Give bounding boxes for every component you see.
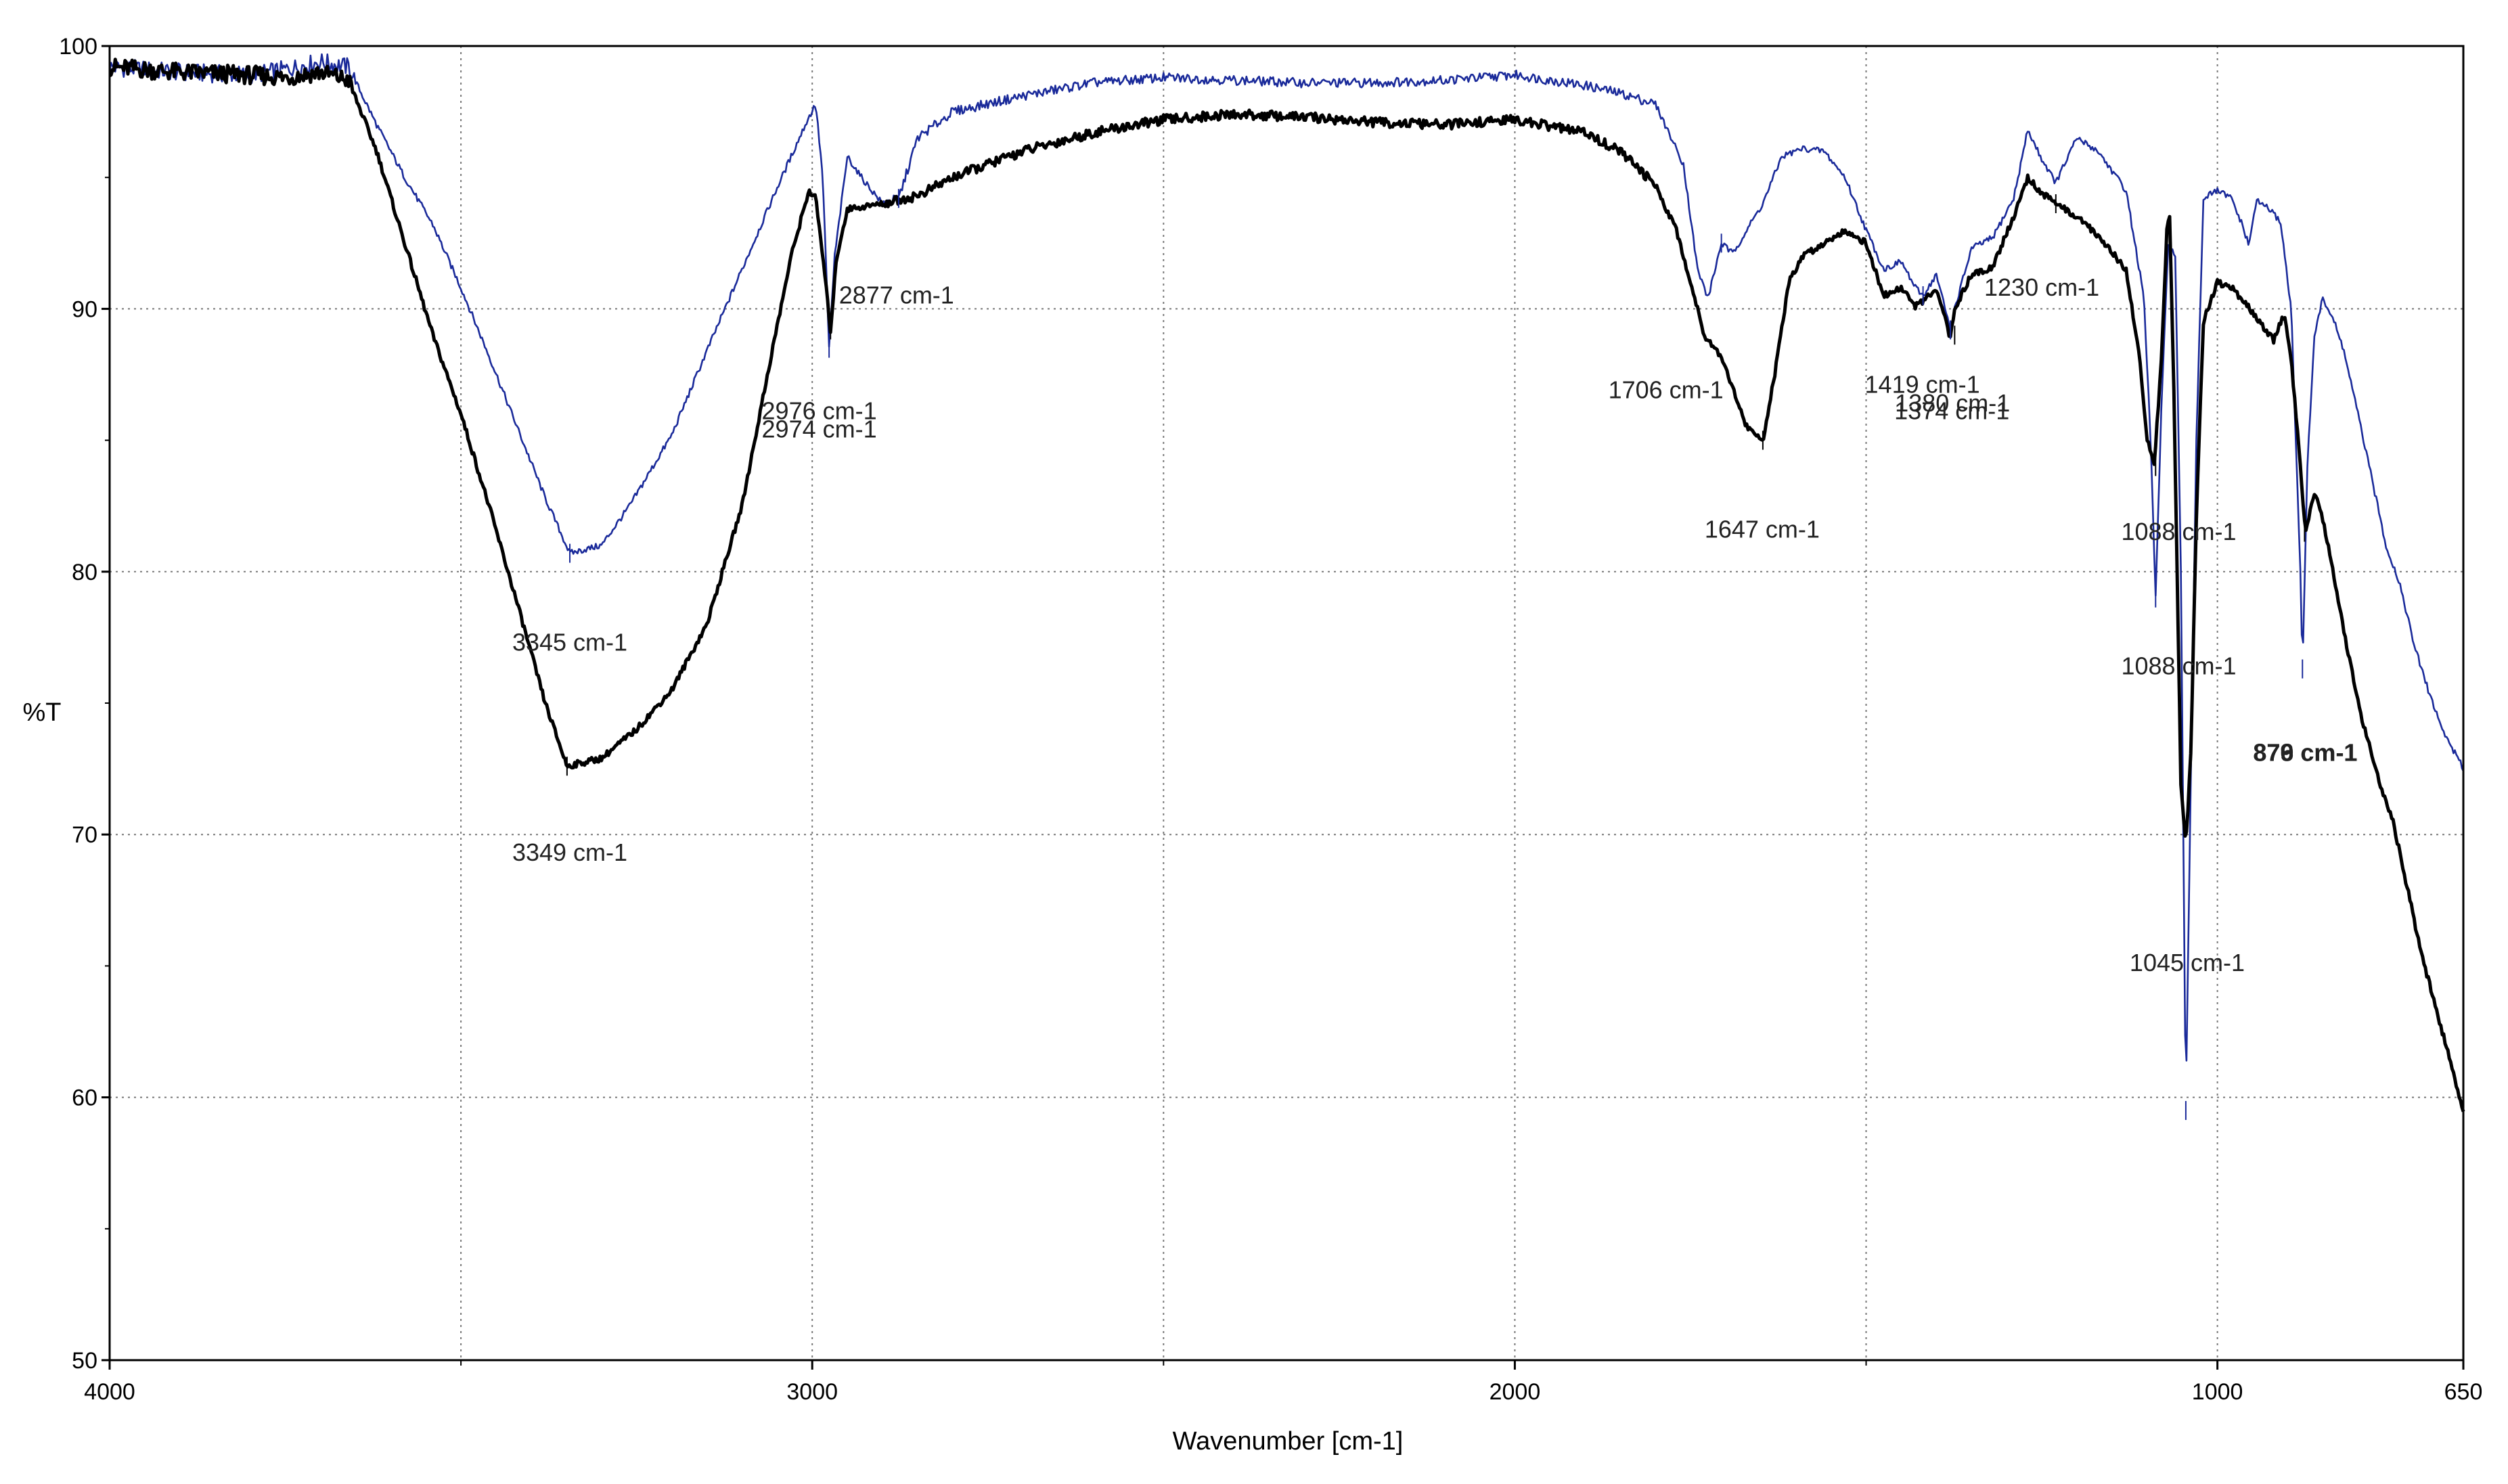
peak-label: 3345 cm-1 bbox=[512, 628, 627, 656]
x-axis-title: Wavenumber [cm-1] bbox=[1173, 1427, 1404, 1456]
peak-label: 876 cm-1 bbox=[2253, 738, 2357, 766]
peak-label: 1088 cm-1 bbox=[2121, 518, 2236, 545]
peak-label: 2974 cm-1 bbox=[762, 415, 877, 443]
peak-label: 2877 cm-1 bbox=[839, 282, 954, 309]
y-tick-label: 60 bbox=[72, 1085, 97, 1111]
peak-label: 1647 cm-1 bbox=[1705, 515, 1820, 543]
peak-label: 1045 cm-1 bbox=[2130, 949, 2245, 976]
y-tick-label: 50 bbox=[72, 1348, 97, 1374]
x-tick-label: 4000 bbox=[84, 1379, 135, 1405]
y-tick-label: 70 bbox=[72, 822, 97, 848]
x-tick-label: 1000 bbox=[2192, 1379, 2243, 1405]
peak-markers bbox=[566, 189, 2306, 1121]
y-tick-label: 80 bbox=[72, 560, 97, 585]
series-line-blue bbox=[108, 53, 2465, 1062]
peak-label: 1380 cm-1 bbox=[1895, 389, 2010, 417]
x-tick-label: 2000 bbox=[1490, 1379, 1541, 1405]
peak-label: 1706 cm-1 bbox=[1609, 376, 1724, 403]
x-tick-label: 3000 bbox=[786, 1379, 838, 1405]
peak-label: 1419 cm-1 bbox=[1865, 371, 1980, 399]
spectrum-series bbox=[108, 53, 2465, 1112]
y-tick-label: 90 bbox=[72, 296, 97, 322]
peak-label: 1088 cm-1 bbox=[2121, 652, 2236, 679]
peak-label: 1374 cm-1 bbox=[1894, 397, 2009, 425]
peak-label: 1230 cm-1 bbox=[1984, 273, 2099, 301]
peak-label: 879 cm-1 bbox=[2253, 738, 2357, 766]
peak-label: 3349 cm-1 bbox=[512, 838, 627, 866]
peak-label: 2976 cm-1 bbox=[762, 397, 877, 425]
series-line-black bbox=[108, 58, 2465, 1112]
axes: 50 60 70 80 90 100 4000 3000 2000 1000 650 bbox=[59, 34, 2482, 1405]
x-tick-label: 650 bbox=[2444, 1379, 2483, 1405]
y-tick-label: 100 bbox=[59, 34, 97, 60]
grid-lines bbox=[110, 46, 2463, 1360]
y-axis-title: %T bbox=[23, 698, 62, 727]
